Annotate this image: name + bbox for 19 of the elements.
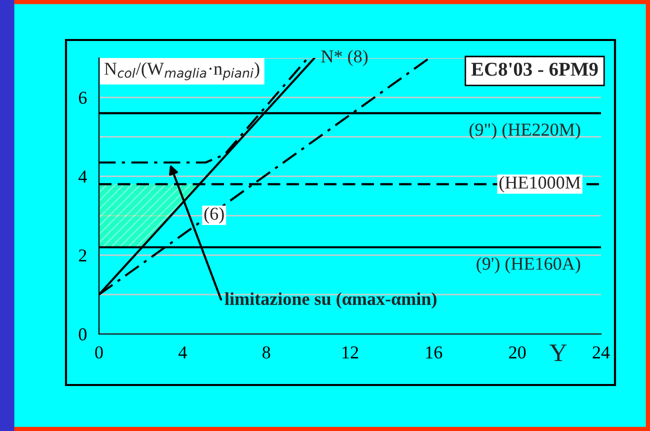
- x-tick-label: 0: [95, 346, 103, 359]
- ref-line-label: (9") (HE220M): [470, 123, 580, 140]
- ref-line-label: (9') (HE160A): [476, 257, 580, 274]
- series-label: (6): [204, 207, 224, 224]
- annotation: limitazione su (αmax-αmin): [224, 292, 436, 309]
- x-tick-label: 20: [509, 346, 526, 359]
- y-axis-title: N$_{col}$/(W$_{maglia}$·n$_{piani}$): [104, 62, 260, 80]
- annotation: EC8'03 - 6PM9: [471, 62, 598, 76]
- x-tick-label: 24: [592, 346, 610, 358]
- y-tick-label: 2: [78, 249, 86, 262]
- x-tick-label: 8: [262, 346, 270, 359]
- x-axis-title: Y: [550, 344, 567, 362]
- x-tick-label: 4: [178, 346, 187, 358]
- ref-line-label: (HE1000M: [499, 176, 580, 192]
- y-tick-label: 0: [78, 328, 87, 340]
- y-tick-label: 6: [78, 92, 87, 104]
- x-tick-label: 16: [426, 346, 442, 359]
- y-tick-label: 4: [78, 170, 87, 183]
- x-tick-label: 12: [342, 346, 358, 358]
